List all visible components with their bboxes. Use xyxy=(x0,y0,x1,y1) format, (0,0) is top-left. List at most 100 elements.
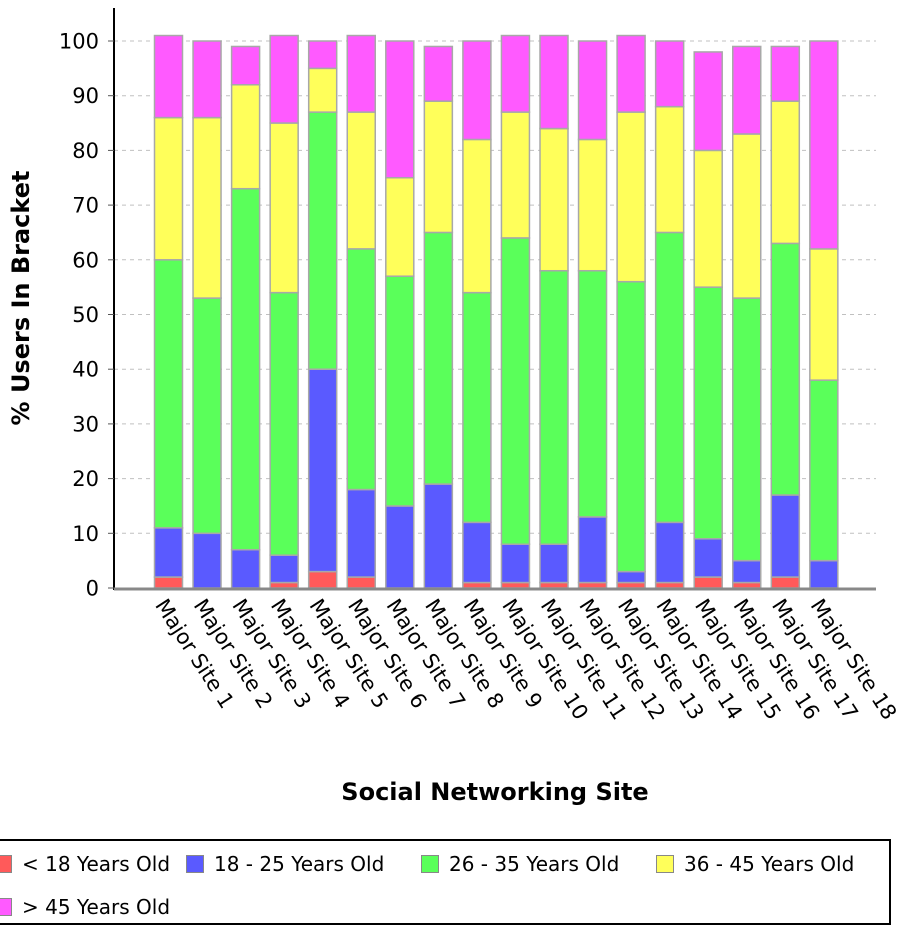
bar-segment xyxy=(693,149,723,288)
legend-item: < 18 Years Old xyxy=(0,851,170,877)
bar-segment xyxy=(462,138,492,294)
bar-segment xyxy=(577,138,608,272)
bar-stack xyxy=(539,34,569,589)
chart: 0 10 20 30 40 50 60 70 80 90 100 Major Site 1Major… xyxy=(7,8,899,806)
legend-label: < 18 Years Old xyxy=(22,852,171,876)
bar-segment xyxy=(770,242,801,496)
bar-segment xyxy=(346,34,376,113)
y-tick-label: 70 xyxy=(72,194,99,218)
bar-stack xyxy=(346,34,376,589)
bar-segment xyxy=(770,576,801,589)
bar-segment xyxy=(230,187,261,551)
bar-stack xyxy=(500,34,531,589)
legend-item: 18 - 25 Years Old xyxy=(186,851,384,877)
bar-stack xyxy=(269,34,299,589)
bar-stack xyxy=(307,40,338,589)
bar-segment xyxy=(192,532,222,589)
legend-swatch xyxy=(186,855,204,873)
bar-segment xyxy=(539,543,569,584)
bar-segment xyxy=(770,100,801,245)
bar-segment xyxy=(616,111,646,283)
bar-segment xyxy=(616,570,646,584)
bar-segment xyxy=(307,570,338,589)
bar-segment xyxy=(693,538,723,578)
bar-segment xyxy=(732,297,762,562)
legend-swatch xyxy=(656,855,674,873)
bar-segment xyxy=(693,51,723,152)
bar-segment xyxy=(693,576,723,589)
legend-label: 36 - 45 Years Old xyxy=(684,852,855,876)
y-tick-label: 10 xyxy=(72,522,99,546)
bar-segment xyxy=(500,581,531,589)
bar-stack xyxy=(577,40,608,589)
bar-segment xyxy=(500,237,531,545)
legend: < 18 Years Old 18 - 25 Years Old 26 - 35 Y… xyxy=(0,839,891,925)
bar-segment xyxy=(346,488,376,578)
axes xyxy=(113,8,876,591)
bar-segment xyxy=(462,40,492,141)
bar-segment xyxy=(423,483,454,589)
bar-segment xyxy=(269,581,299,589)
y-tick-label: 80 xyxy=(72,139,99,163)
bar-segment xyxy=(654,581,685,589)
bar-segment xyxy=(770,494,801,578)
bar-segment xyxy=(346,248,376,491)
bar-stack xyxy=(693,51,723,589)
bar-segment xyxy=(423,231,454,485)
bar-segment xyxy=(153,259,184,529)
bar-stack xyxy=(616,34,646,589)
bar-segment xyxy=(616,280,646,573)
bar-segment xyxy=(346,576,376,589)
y-tick-labels: 0 10 20 30 40 50 60 70 80 90 100 xyxy=(59,30,114,601)
bar-segment xyxy=(385,505,415,589)
y-tick-label: 60 xyxy=(72,248,99,272)
bar-segment xyxy=(230,548,261,589)
bar-segment xyxy=(307,67,338,113)
bar-segment xyxy=(423,45,454,102)
bar-segment xyxy=(616,581,646,589)
bar-segment xyxy=(500,34,531,113)
bar-segment xyxy=(809,379,839,562)
bar-segment xyxy=(732,45,762,135)
bar-segment xyxy=(577,581,608,589)
bar-segment xyxy=(346,111,376,250)
bar-segment xyxy=(654,521,685,584)
legend-label: 18 - 25 Years Old xyxy=(214,852,385,876)
bar-stack xyxy=(732,45,762,589)
bar-segment xyxy=(153,576,184,589)
bar-segment xyxy=(230,45,261,86)
bar-segment xyxy=(539,127,569,272)
bar-segment xyxy=(230,84,261,190)
bars xyxy=(153,34,839,589)
bar-segment xyxy=(693,286,723,540)
bar-stack xyxy=(809,40,839,589)
y-tick-label: 100 xyxy=(59,30,99,54)
bar-segment xyxy=(539,581,569,589)
bar-stack xyxy=(230,45,261,589)
bar-segment xyxy=(385,275,415,507)
legend-label: 26 - 35 Years Old xyxy=(449,852,620,876)
bar-segment xyxy=(539,34,569,130)
bar-segment xyxy=(307,40,338,70)
bar-stack xyxy=(654,40,685,589)
bar-segment xyxy=(462,581,492,589)
bar-segment xyxy=(153,34,184,119)
bar-segment xyxy=(809,559,839,589)
bar-stack xyxy=(153,34,184,589)
bar-segment xyxy=(732,581,762,589)
bar-segment xyxy=(462,291,492,524)
bar-segment xyxy=(577,269,608,518)
bar-segment xyxy=(153,527,184,578)
bar-segment xyxy=(385,40,415,179)
legend-item: > 45 Years Old xyxy=(0,894,170,920)
bar-stack xyxy=(385,40,415,589)
bar-segment xyxy=(732,559,762,584)
y-tick-label: 50 xyxy=(72,303,99,327)
bar-segment xyxy=(307,111,338,370)
bar-stack xyxy=(462,40,492,589)
bar-segment xyxy=(462,521,492,584)
y-tick-label: 0 xyxy=(86,577,99,601)
legend-item: 36 - 45 Years Old xyxy=(656,851,854,877)
legend-swatch xyxy=(421,855,439,873)
